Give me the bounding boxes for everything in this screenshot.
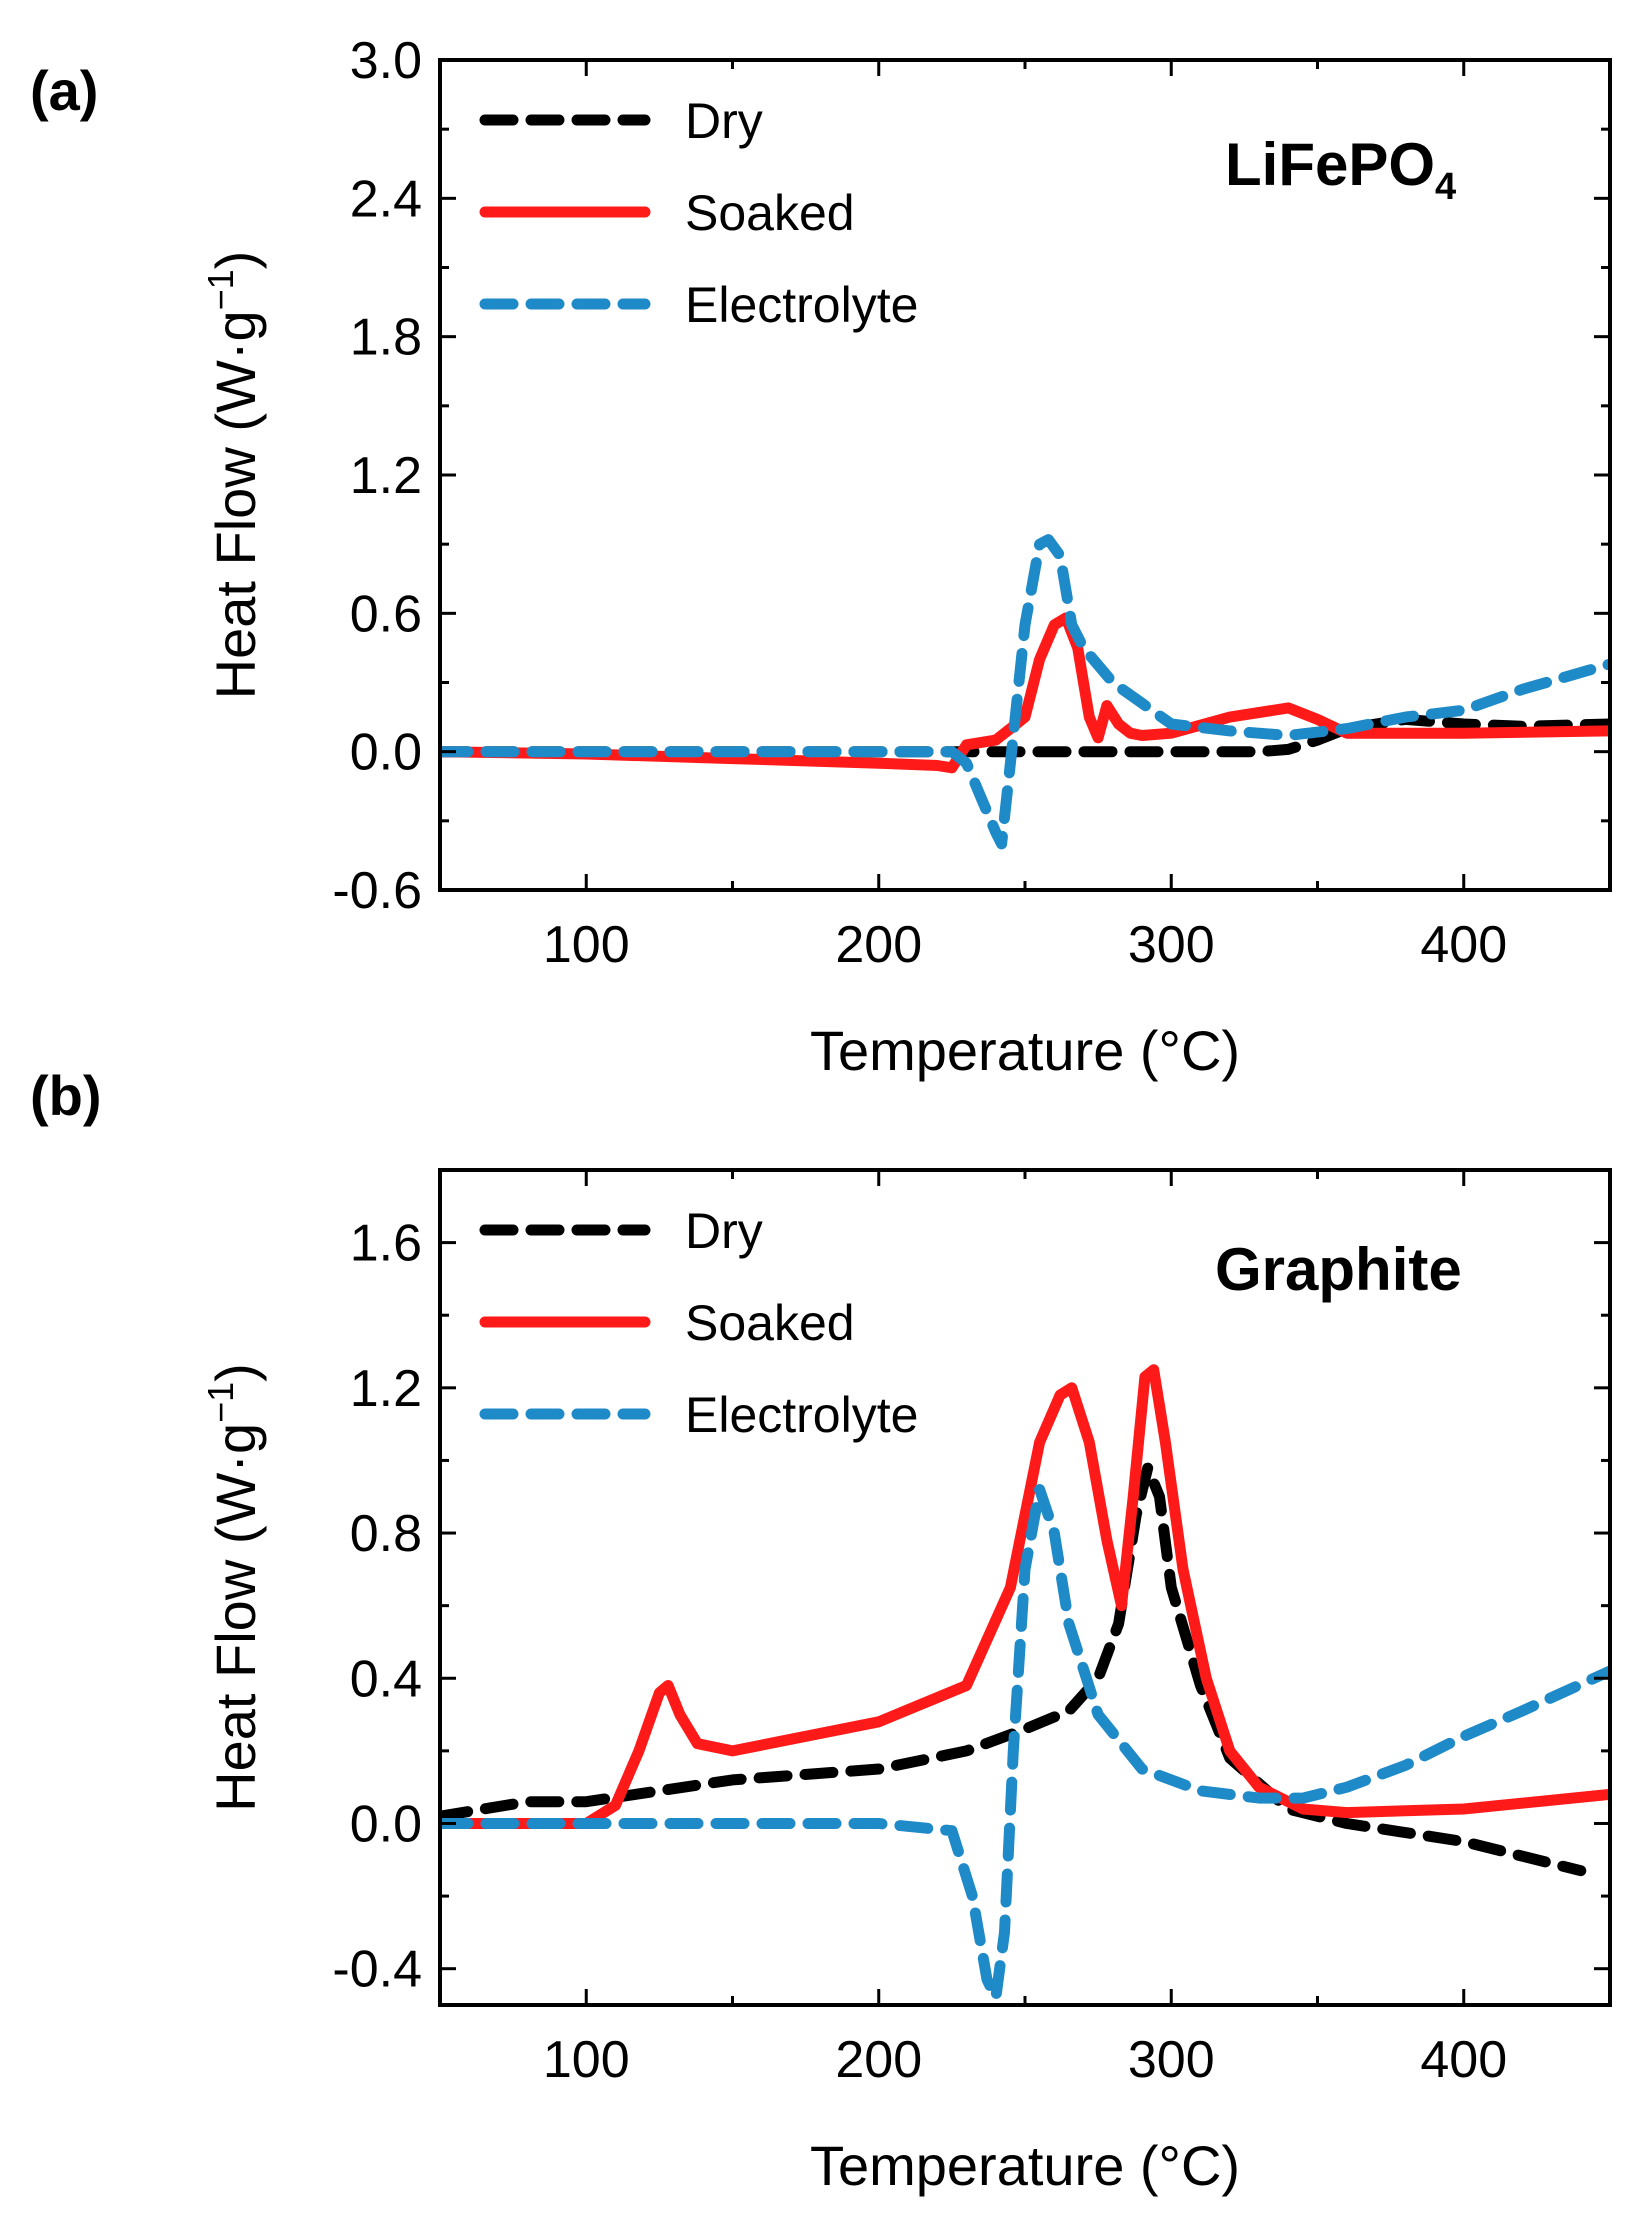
chart-panel-b: (b) 100 200 300 400 -0.4 0.0 0.4 0.8 1.2 1.6 Temper… <box>30 1064 1612 2197</box>
chart-panel-a: (a) 100 200 300 400 -0.6 0.0 0.6 1.2 1.8 2.4 3.0 Tem… <box>30 32 1612 1082</box>
y-tick-label: -0.6 <box>332 862 422 920</box>
y-axis-title-close: ) <box>204 251 267 270</box>
series-group <box>440 1364 1610 2004</box>
legend-label-electrolyte: Electrolyte <box>685 277 918 333</box>
y-tick-label: 0.4 <box>350 1650 422 1708</box>
series-group <box>440 534 1610 850</box>
chart-annotation-main: LiFePO <box>1225 131 1435 198</box>
series-line-electrolyte <box>440 1484 1610 2004</box>
x-tick-label: 100 <box>543 916 630 974</box>
y-axis-title-main: Heat Flow (W·g <box>204 310 267 699</box>
x-tick-label: 400 <box>1420 2031 1507 2089</box>
legend: Dry Soaked Electrolyte <box>479 1203 918 1443</box>
y-tick-label: -0.4 <box>332 1941 422 1999</box>
y-tick-label: 2.4 <box>350 170 422 228</box>
y-axis-title-exponent: −1 <box>200 1382 241 1423</box>
chart-annotation-subscript: 4 <box>1435 166 1456 208</box>
y-tick-label: 1.2 <box>350 1360 422 1418</box>
x-tick-label: 200 <box>835 2031 922 2089</box>
y-axis-title: Heat Flow (W·g−1) <box>200 251 267 700</box>
series-line-soaked <box>440 1364 1610 1829</box>
y-tick-label: 0.0 <box>350 1795 422 1853</box>
y-axis-title: Heat Flow (W·g−1) <box>200 1363 267 1812</box>
x-tick-label: 300 <box>1128 916 1215 974</box>
x-tick-label: 300 <box>1128 2031 1215 2089</box>
x-axis-title: Temperature (°C) <box>810 2134 1240 2197</box>
y-tick-label: 0.6 <box>350 585 422 643</box>
y-axis-title-exponent: −1 <box>200 269 241 310</box>
legend-label-electrolyte: Electrolyte <box>685 1387 918 1443</box>
chart-annotation: Graphite <box>1215 1236 1462 1303</box>
legend-label-dry: Dry <box>685 1203 763 1259</box>
chart-annotation: LiFePO4 <box>1225 131 1456 208</box>
y-axis-title-main: Heat Flow (W·g <box>204 1423 267 1812</box>
y-axis-title-close: ) <box>204 1363 267 1382</box>
y-tick-label: 1.2 <box>350 447 422 505</box>
x-axis-title: Temperature (°C) <box>810 1019 1240 1082</box>
legend-label-soaked: Soaked <box>685 1295 855 1351</box>
legend: Dry Soaked Electrolyte <box>479 93 918 333</box>
y-tick-label: 0.8 <box>350 1505 422 1563</box>
y-tick-label: 1.8 <box>350 309 422 367</box>
x-tick-label: 100 <box>543 2031 630 2089</box>
chart-annotation-main: Graphite <box>1215 1236 1462 1303</box>
legend-label-dry: Dry <box>685 93 763 149</box>
x-tick-label: 400 <box>1420 916 1507 974</box>
series-line-electrolyte <box>440 534 1610 850</box>
series-line-soaked <box>440 612 1610 774</box>
legend-label-soaked: Soaked <box>685 185 855 241</box>
y-tick-label: 0.0 <box>350 724 422 782</box>
panel-label: (b) <box>30 1064 102 1127</box>
x-tick-label: 200 <box>835 916 922 974</box>
panel-label: (a) <box>30 59 98 122</box>
y-tick-label: 3.0 <box>350 32 422 90</box>
y-tick-label: 1.6 <box>350 1215 422 1273</box>
